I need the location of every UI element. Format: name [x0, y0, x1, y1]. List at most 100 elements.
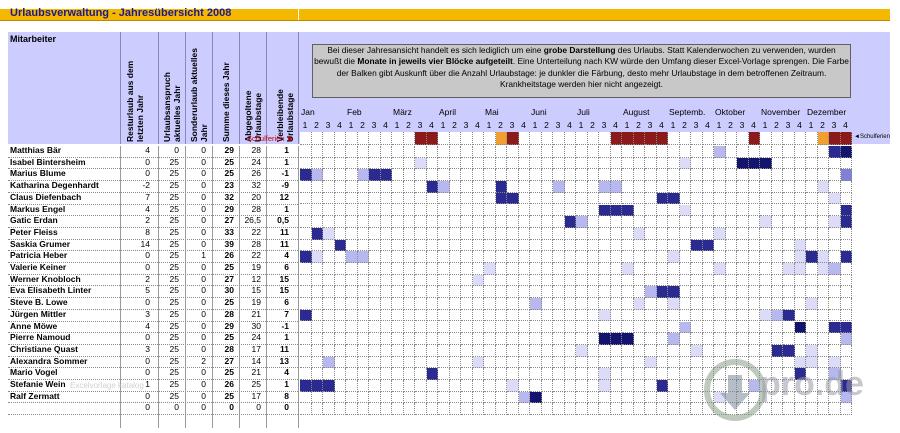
vacation-cell[interactable]: [691, 181, 703, 193]
vacation-cell[interactable]: [771, 274, 783, 287]
vacation-cell[interactable]: [518, 321, 530, 334]
vacation-cell[interactable]: [840, 263, 852, 275]
vacation-cell[interactable]: [840, 251, 852, 263]
vacation-cell[interactable]: [461, 251, 473, 263]
vacation-cell[interactable]: [530, 157, 542, 170]
vacation-cell[interactable]: [771, 380, 783, 392]
vacation-cell[interactable]: [737, 286, 749, 299]
vacation-cell[interactable]: [300, 368, 312, 380]
vacation-cell[interactable]: [449, 239, 461, 252]
vacation-cell[interactable]: [760, 356, 772, 369]
vacation-cell[interactable]: [357, 380, 369, 392]
vacation-cell[interactable]: [840, 309, 852, 322]
vacation-cell[interactable]: [426, 216, 438, 228]
vacation-cell[interactable]: [633, 368, 645, 380]
vacation-cell[interactable]: [346, 309, 358, 322]
vacation-cell[interactable]: [369, 298, 381, 310]
vacation-cell[interactable]: [587, 216, 599, 228]
vacation-cell[interactable]: [449, 309, 461, 322]
vacation-cell[interactable]: [300, 333, 312, 345]
vacation-cell[interactable]: [438, 391, 450, 404]
vacation-cell[interactable]: [691, 403, 703, 416]
vacation-cell[interactable]: [840, 274, 852, 287]
vacation-cell[interactable]: [541, 298, 553, 310]
vacation-cell[interactable]: [829, 216, 841, 228]
vacation-cell[interactable]: [323, 333, 335, 345]
vacation-cell[interactable]: [438, 403, 450, 416]
vacation-cell[interactable]: [610, 274, 622, 287]
vacation-cell[interactable]: [541, 368, 553, 380]
vacation-cell[interactable]: [334, 321, 346, 334]
vacation-cell[interactable]: [829, 239, 841, 252]
vacation-cell[interactable]: [461, 192, 473, 205]
vacation-cell[interactable]: [541, 333, 553, 345]
employee-row[interactable]: Alexandra Sommer 0 25 2 27 14 13: [8, 356, 298, 368]
vacation-cell[interactable]: [679, 263, 691, 275]
vacation-cell[interactable]: [748, 309, 760, 322]
vacation-cell[interactable]: [484, 204, 496, 217]
vacation-cell[interactable]: [369, 169, 381, 182]
vacation-cell[interactable]: [495, 192, 507, 205]
vacation-cell[interactable]: [449, 216, 461, 228]
vacation-cell[interactable]: [817, 216, 829, 228]
vacation-cell[interactable]: [840, 192, 852, 205]
vacation-cell[interactable]: [668, 146, 680, 158]
vacation-cell[interactable]: [438, 146, 450, 158]
vacation-cell[interactable]: [829, 344, 841, 357]
vacation-cell[interactable]: [553, 403, 565, 416]
vacation-cell[interactable]: [346, 391, 358, 404]
vacation-cell[interactable]: [679, 274, 691, 287]
vacation-cell[interactable]: [507, 274, 519, 287]
vacation-cell[interactable]: [656, 321, 668, 334]
vacation-cell[interactable]: [495, 344, 507, 357]
vacation-cell[interactable]: [472, 333, 484, 345]
vacation-cell[interactable]: [392, 239, 404, 252]
vacation-cell[interactable]: [300, 227, 312, 240]
vacation-cell[interactable]: [748, 239, 760, 252]
vacation-cell[interactable]: [380, 216, 392, 228]
vacation-cell[interactable]: [392, 391, 404, 404]
vacation-cell[interactable]: [334, 403, 346, 416]
vacation-cell[interactable]: [553, 274, 565, 287]
vacation-cell[interactable]: [484, 192, 496, 205]
vacation-cell[interactable]: [587, 192, 599, 205]
vacation-cell[interactable]: [507, 356, 519, 369]
vacation-cell[interactable]: [300, 204, 312, 217]
employee-row[interactable]: Pierre Namoud 0 25 0 25 24 1: [8, 332, 298, 344]
vacation-cell[interactable]: [311, 146, 323, 158]
vacation-cell[interactable]: [415, 333, 427, 345]
vacation-cell[interactable]: [357, 333, 369, 345]
vacation-cell[interactable]: [794, 216, 806, 228]
vacation-cell[interactable]: [748, 146, 760, 158]
vacation-cell[interactable]: [737, 333, 749, 345]
vacation-cell[interactable]: [656, 333, 668, 345]
vacation-cell[interactable]: [633, 274, 645, 287]
vacation-cell[interactable]: [507, 251, 519, 263]
vacation-cell[interactable]: [323, 309, 335, 322]
vacation-cell[interactable]: [656, 146, 668, 158]
vacation-cell[interactable]: [530, 321, 542, 334]
vacation-cell[interactable]: [461, 216, 473, 228]
vacation-cell[interactable]: [576, 274, 588, 287]
vacation-cell[interactable]: [599, 274, 611, 287]
vacation-cell[interactable]: [530, 274, 542, 287]
vacation-cell[interactable]: [403, 403, 415, 416]
vacation-cell[interactable]: [760, 368, 772, 380]
vacation-cell[interactable]: [840, 157, 852, 170]
vacation-cell[interactable]: [748, 204, 760, 217]
vacation-cell[interactable]: [564, 368, 576, 380]
vacation-cell[interactable]: [426, 157, 438, 170]
vacation-cell[interactable]: [300, 146, 312, 158]
vacation-cell[interactable]: [415, 274, 427, 287]
vacation-cell[interactable]: [530, 181, 542, 193]
vacation-cell[interactable]: [783, 368, 795, 380]
vacation-cell[interactable]: [806, 181, 818, 193]
vacation-cell[interactable]: [783, 239, 795, 252]
vacation-cell[interactable]: [737, 227, 749, 240]
vacation-cell[interactable]: [564, 321, 576, 334]
vacation-cell[interactable]: [610, 309, 622, 322]
vacation-cell[interactable]: [415, 251, 427, 263]
vacation-cell[interactable]: [622, 298, 634, 310]
vacation-cell[interactable]: [702, 356, 714, 369]
vacation-cell[interactable]: [541, 157, 553, 170]
